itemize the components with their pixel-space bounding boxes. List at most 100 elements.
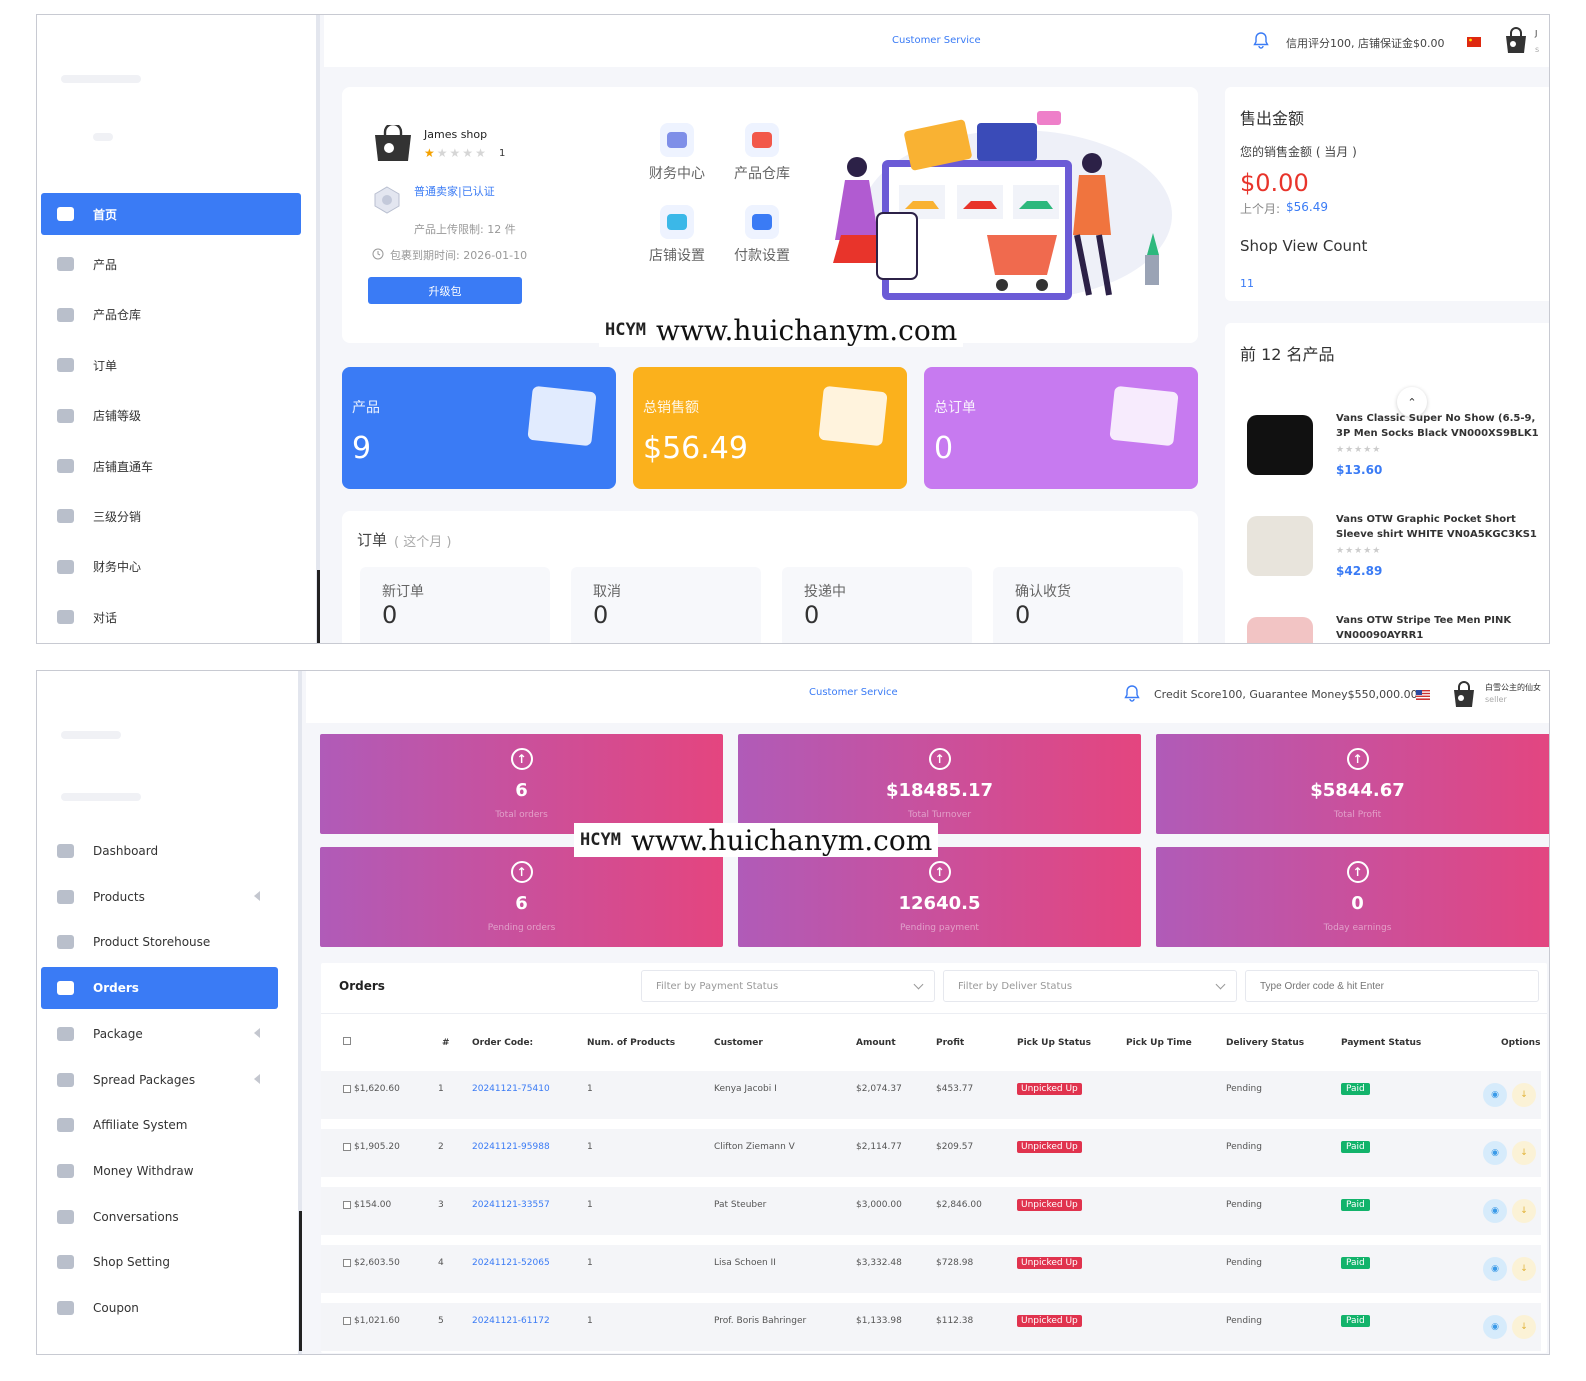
sidebar-item-shop-setting[interactable]: Shop Setting — [41, 1241, 278, 1283]
payment-status-filter[interactable]: Filter by Payment Status — [641, 970, 935, 1002]
order-code-link[interactable]: 20241121-52065 — [472, 1258, 550, 1268]
order-code-link[interactable]: 20241121-75410 — [472, 1084, 550, 1094]
kpi-label: Total orders — [495, 810, 548, 820]
quick-link-0[interactable]: 财务中心 — [642, 123, 712, 183]
sidebar-item-5[interactable]: 店铺直通车 — [41, 445, 301, 487]
chat-icon-shape — [56, 1209, 74, 1224]
product-thumbnail[interactable] — [1247, 415, 1313, 475]
select-all-checkbox[interactable] — [343, 1037, 351, 1045]
product-name[interactable]: Vans OTW Graphic Pocket Short Sleeve shi… — [1336, 514, 1537, 540]
order-status-box-0[interactable]: 新订单 0 — [360, 567, 550, 643]
pickup-status-badge: Unpicked Up — [1017, 1083, 1082, 1095]
avatar[interactable] — [1450, 681, 1478, 709]
bell-icon[interactable] — [1253, 32, 1269, 49]
sidebar-item-affiliate-system[interactable]: Affiliate System — [41, 1104, 278, 1146]
bell-icon[interactable] — [1124, 685, 1140, 702]
order-code-search-input[interactable] — [1245, 970, 1539, 1002]
quick-link-label: 产品仓库 — [734, 166, 790, 182]
table-row[interactable] — [321, 1187, 1541, 1235]
stat-value: 0 — [934, 431, 954, 466]
sidebar-item-1[interactable]: 产品 — [41, 243, 301, 285]
sidebar-item-orders[interactable]: Orders — [41, 967, 278, 1010]
order-code-link[interactable]: 20241121-61172 — [472, 1316, 550, 1326]
view-order-button[interactable]: ◉ — [1483, 1083, 1507, 1107]
sidebar-item-label: Conversations — [93, 1209, 179, 1224]
order-status-box-3[interactable]: 确认收货 0 — [993, 567, 1183, 643]
column-header-payment-status: Payment Status — [1341, 1038, 1422, 1048]
table-row[interactable] — [321, 1129, 1541, 1177]
wallet-icon — [55, 558, 75, 576]
order-status-box-2[interactable]: 投递中 0 — [782, 567, 972, 643]
product-thumbnail[interactable] — [1247, 516, 1313, 576]
delivery-status-filter[interactable]: Filter by Deliver Status — [943, 970, 1237, 1002]
table-row[interactable] — [321, 1245, 1541, 1293]
delivery-status: Pending — [1226, 1316, 1262, 1326]
watermark-url: www.huichanym.com — [655, 313, 958, 347]
stat-card-1[interactable]: 总销售额 $56.49 — [633, 367, 907, 489]
sidebar-item-dashboard[interactable]: Dashboard — [41, 830, 278, 872]
china-flag-icon[interactable] — [1467, 37, 1481, 47]
sidebar-item-package[interactable]: Package — [41, 1013, 278, 1055]
download-invoice-button[interactable]: ↓ — [1512, 1315, 1536, 1339]
home-icon — [55, 205, 75, 223]
download-invoice-button[interactable]: ↓ — [1512, 1199, 1536, 1223]
view-order-button[interactable]: ◉ — [1483, 1141, 1507, 1165]
table-row[interactable] — [321, 1303, 1541, 1351]
scroll-up-button[interactable]: ⌃ — [1397, 387, 1427, 417]
sidebar-item-label: Affiliate System — [93, 1118, 188, 1133]
sidebar-item-3[interactable]: 订单 — [41, 344, 301, 386]
sidebar-scrollbar[interactable] — [299, 1211, 302, 1351]
sales-month-amount: $0.00 — [1240, 169, 1309, 197]
sidebar-item-spread-packages[interactable]: Spread Packages — [41, 1059, 278, 1101]
product-name[interactable]: Vans OTW Stripe Tee Men PINK VN00090AYRR… — [1336, 615, 1512, 641]
stat-value: 9 — [352, 431, 372, 466]
sidebar-item-0[interactable]: 首页 — [41, 193, 301, 235]
sidebar-item-4[interactable]: 店铺等级 — [41, 395, 301, 437]
row-checkbox[interactable] — [343, 1085, 351, 1093]
download-invoice-button[interactable]: ↓ — [1512, 1083, 1536, 1107]
sidebar-item-2[interactable]: 产品仓库 — [41, 294, 301, 336]
sidebar-item-coupon[interactable]: Coupon — [41, 1287, 278, 1329]
order-code-link[interactable]: 20241121-95988 — [472, 1142, 550, 1152]
product-thumbnail[interactable] — [1247, 617, 1313, 643]
sidebar-item-product-storehouse[interactable]: Product Storehouse — [41, 921, 278, 963]
sidebar-scrollbar[interactable] — [317, 570, 320, 643]
sidebar-item-7[interactable]: 财务中心 — [41, 546, 301, 588]
customer-service-link[interactable]: Customer Service — [892, 35, 981, 46]
quick-link-2[interactable]: 店铺设置 — [642, 205, 712, 265]
eye-icon: ◉ — [1491, 1090, 1499, 1100]
view-order-button[interactable]: ◉ — [1483, 1257, 1507, 1281]
sidebar-logo-placeholder — [61, 731, 121, 739]
order-code-link[interactable]: 20241121-33557 — [472, 1200, 550, 1210]
sidebar-item-products[interactable]: Products — [41, 876, 278, 918]
sidebar-item-conversations[interactable]: Conversations — [41, 1196, 278, 1238]
stat-card-0[interactable]: 产品 9 — [342, 367, 616, 489]
view-order-button[interactable]: ◉ — [1483, 1199, 1507, 1223]
table-row[interactable] — [321, 1071, 1541, 1119]
row-checkbox[interactable] — [343, 1259, 351, 1267]
payment-status-badge: Paid — [1341, 1083, 1370, 1095]
sidebar-item-8[interactable]: 对话 — [41, 596, 301, 638]
sidebar-item-6[interactable]: 三级分销 — [41, 495, 301, 537]
download-invoice-button[interactable]: ↓ — [1512, 1257, 1536, 1281]
row-checkbox[interactable] — [343, 1317, 351, 1325]
quick-link-3[interactable]: 付款设置 — [727, 205, 797, 265]
stat-illustration — [1109, 385, 1179, 447]
us-flag-icon[interactable] — [1416, 690, 1430, 700]
avatar[interactable] — [1502, 27, 1530, 55]
wallet-icon — [660, 123, 694, 157]
sales-title: 售出金额 — [1240, 109, 1305, 128]
order-status-box-1[interactable]: 取消 0 — [571, 567, 761, 643]
row-checkbox[interactable] — [343, 1143, 351, 1151]
row-checkbox[interactable] — [343, 1201, 351, 1209]
stat-card-2[interactable]: 总订单 0 — [924, 367, 1198, 489]
customer-service-link[interactable]: Customer Service — [809, 687, 898, 698]
view-order-button[interactable]: ◉ — [1483, 1315, 1507, 1339]
quick-link-1[interactable]: 产品仓库 — [727, 123, 797, 183]
sidebar-item-label: 财务中心 — [93, 560, 142, 575]
sidebar-item-money-withdraw[interactable]: Money Withdraw — [41, 1150, 278, 1192]
upgrade-package-button[interactable]: 升级包 — [368, 277, 522, 304]
product-name[interactable]: Vans Classic Super No Show (6.5-9, 3P Me… — [1336, 413, 1539, 439]
download-invoice-button[interactable]: ↓ — [1512, 1141, 1536, 1165]
seller-level-link[interactable]: 普通卖家|已认证 — [414, 185, 495, 198]
